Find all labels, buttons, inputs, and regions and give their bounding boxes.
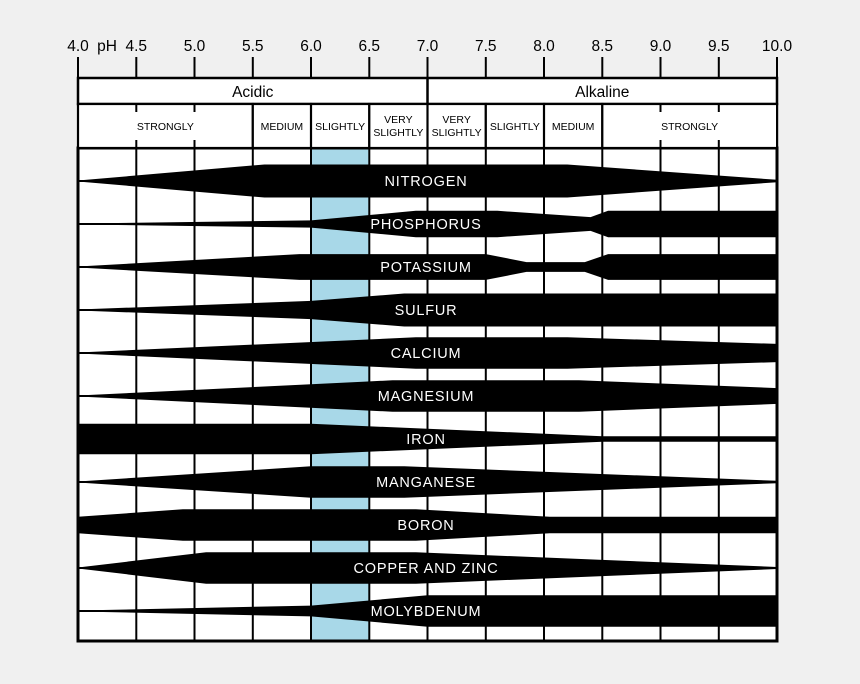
ph-tick-label: 6.5 bbox=[358, 38, 380, 55]
ph-tick-label: 6.0 bbox=[300, 38, 322, 55]
intensity-label-very-slightly: SLIGHTLY bbox=[432, 127, 482, 139]
ph-tick-label: 9.5 bbox=[708, 38, 730, 55]
intensity-cell-very-slightly bbox=[426, 102, 487, 150]
intensity-cell-medium bbox=[542, 102, 604, 150]
nutrient-band-phosphorus bbox=[78, 210, 777, 238]
nutrient-band-calcium bbox=[78, 337, 777, 369]
intensity-label-very-slightly: SLIGHTLY bbox=[373, 127, 423, 139]
intensity-cell-strongly bbox=[76, 102, 254, 150]
ph-tick-label: 4.5 bbox=[125, 38, 147, 55]
nutrient-band-magnesium bbox=[78, 380, 777, 412]
nutrient-label-molybdenum: MOLYBDENUM bbox=[371, 604, 482, 620]
nutrient-band-boron bbox=[78, 509, 777, 541]
nutrient-label-calcium: CALCIUM bbox=[391, 346, 462, 362]
ph-tick-label: 5.0 bbox=[184, 38, 206, 55]
nutrient-label-copper-and-zinc: COPPER AND ZINC bbox=[354, 561, 499, 577]
ph-tick-label: 10.0 bbox=[762, 38, 793, 55]
nutrient-band-sulfur bbox=[78, 293, 777, 327]
nutrient-band-molybdenum bbox=[78, 595, 777, 627]
nutrient-band-iron bbox=[78, 423, 777, 455]
nutrient-label-nitrogen: NITROGEN bbox=[385, 174, 468, 190]
intensity-label-very-slightly: VERY bbox=[442, 114, 470, 126]
intensity-label-slightly: SLIGHTLY bbox=[490, 121, 540, 133]
ph-tick-label: 8.0 bbox=[533, 38, 555, 55]
ph-tick-label: 9.0 bbox=[650, 38, 672, 55]
intensity-cell-strongly bbox=[601, 102, 779, 150]
nutrient-band-manganese bbox=[78, 466, 777, 498]
nutrient-band-nitrogen bbox=[78, 164, 777, 198]
zone-label-acidic: Acidic bbox=[232, 84, 274, 101]
intensity-label-strongly: STRONGLY bbox=[661, 121, 718, 133]
nutrient-label-manganese: MANGANESE bbox=[376, 475, 476, 491]
nutrient-label-potassium: POTASSIUM bbox=[380, 260, 472, 276]
nutrient-label-boron: BORON bbox=[397, 518, 454, 534]
intensity-label-slightly: SLIGHTLY bbox=[315, 121, 365, 133]
nutrient-label-iron: IRON bbox=[406, 432, 445, 448]
ph-tick-label: 8.5 bbox=[591, 38, 613, 55]
intensity-cell-slightly bbox=[309, 102, 371, 150]
ph-tick-label: 5.5 bbox=[242, 38, 264, 55]
intensity-label-medium: MEDIUM bbox=[261, 121, 304, 133]
ph-tick-label: 7.5 bbox=[475, 38, 497, 55]
nutrient-label-sulfur: SULFUR bbox=[395, 303, 458, 319]
intensity-cell-very-slightly bbox=[368, 102, 429, 150]
ph-axis-unit-label: pH bbox=[97, 38, 117, 55]
nutrient-label-phosphorus: PHOSPHORUS bbox=[370, 217, 481, 233]
ph-tick-label: 7.0 bbox=[417, 38, 439, 55]
intensity-label-very-slightly: VERY bbox=[384, 114, 412, 126]
zone-label-alkaline: Alkaline bbox=[575, 84, 629, 101]
ph-tick-label: 4.0 bbox=[67, 38, 89, 55]
nutrient-band-potassium bbox=[78, 254, 777, 280]
intensity-label-medium: MEDIUM bbox=[552, 121, 595, 133]
nutrient-band-copper-and-zinc bbox=[78, 552, 777, 584]
nutrient-label-magnesium: MAGNESIUM bbox=[378, 389, 475, 405]
intensity-label-strongly: STRONGLY bbox=[137, 121, 194, 133]
